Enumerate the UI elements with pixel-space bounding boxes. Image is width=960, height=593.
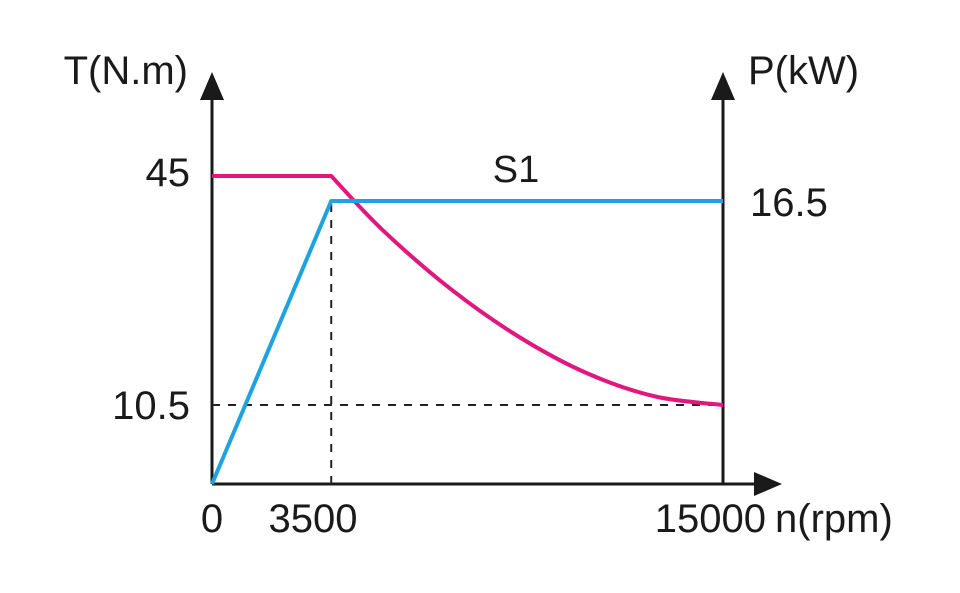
series-layer [210, 174, 724, 485]
right-y-axis-title: P(kW) [748, 49, 859, 93]
power-series-line [210, 199, 723, 485]
torque-series-line [212, 174, 724, 407]
left-y-tick-label-45: 45 [146, 151, 191, 195]
duty-annotation-label: S1 [493, 149, 539, 191]
left-y-tick-label-10-5: 10.5 [112, 384, 190, 428]
x-axis-title: n(rpm) [775, 497, 893, 541]
x-axis-arrow-icon [754, 472, 782, 496]
left-y-axis-arrow-icon [200, 72, 224, 100]
reference-lines [212, 201, 723, 484]
left-y-axis-title: T(N.m) [64, 49, 188, 93]
right-y-axis-arrow-icon [711, 72, 735, 100]
x-tick-label-15000: 15000 [655, 497, 766, 541]
x-tick-label-0: 0 [201, 497, 223, 541]
x-tick-label-3500: 3500 [269, 497, 358, 541]
right-y-tick-label-16-5: 16.5 [750, 181, 828, 225]
